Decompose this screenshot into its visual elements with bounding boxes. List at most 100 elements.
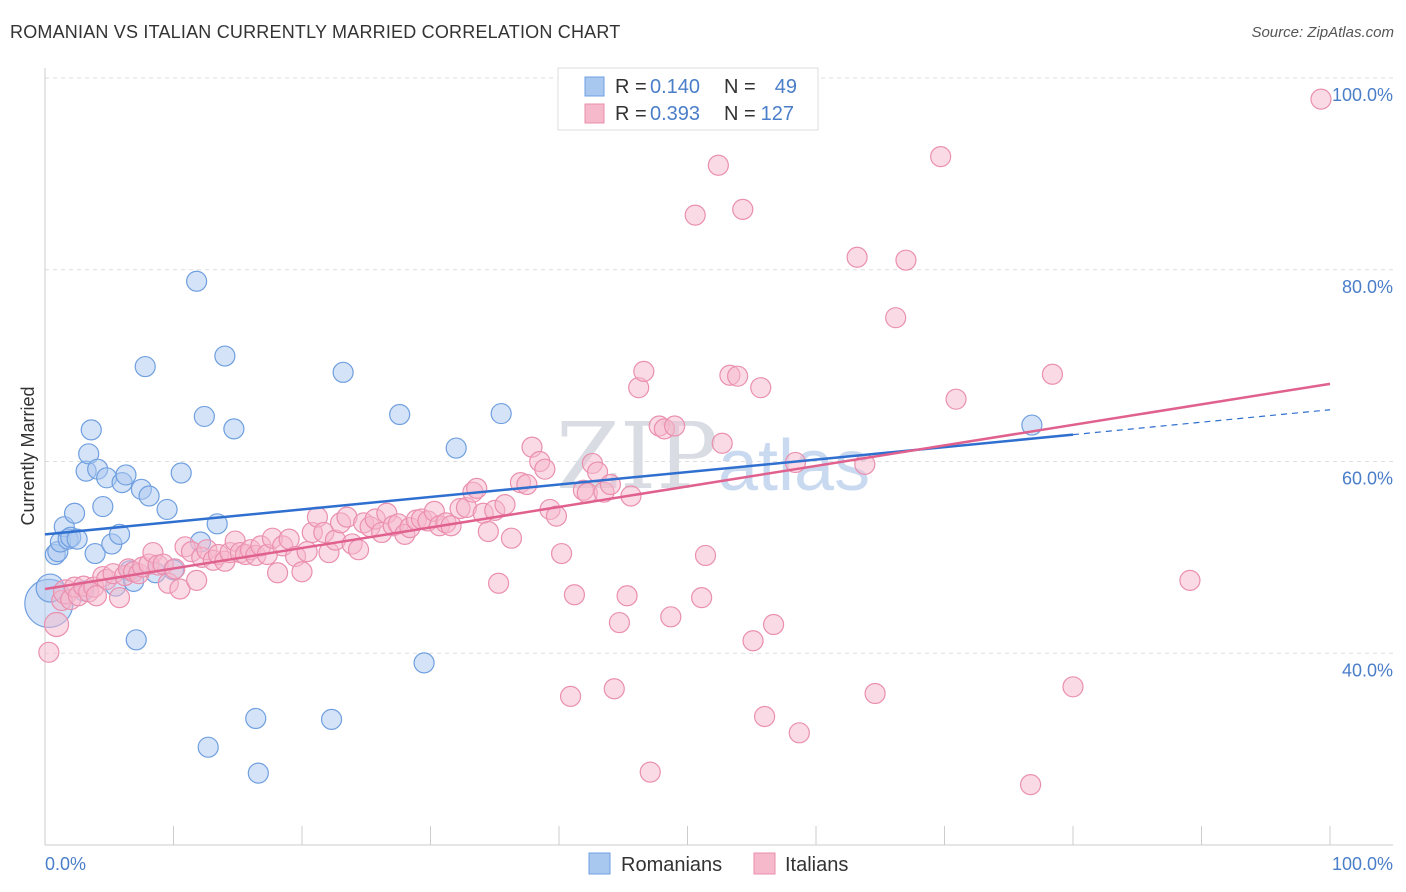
italian-point-58 xyxy=(347,539,370,561)
italian-point-128 xyxy=(864,682,886,705)
romanian-point-47 xyxy=(490,402,512,425)
x-ticks xyxy=(173,826,1331,845)
italian-point-103 xyxy=(616,585,638,607)
italian-point-131 xyxy=(930,146,952,168)
romanian-point-38 xyxy=(214,345,236,367)
legend-n-label-italians: N = xyxy=(724,103,756,125)
italian-point-119 xyxy=(732,198,754,220)
romanian-point-42 xyxy=(320,708,343,731)
italian-point-122 xyxy=(753,705,776,728)
bottom-legend-swatch-romanians xyxy=(588,852,611,875)
italian-point-82 xyxy=(488,572,510,594)
italian-point-0 xyxy=(38,641,60,663)
italian-point-114 xyxy=(694,544,717,567)
italian-point-107 xyxy=(639,761,661,783)
y-tick-label-40: 40.0% xyxy=(1342,660,1393,680)
romanian-point-32 xyxy=(170,462,192,484)
romanian-point-20 xyxy=(108,523,131,545)
italian-point-125 xyxy=(788,722,810,744)
y-tick-label-100: 100.0% xyxy=(1332,85,1393,105)
italian-point-44 xyxy=(266,562,289,584)
romanian-point-8 xyxy=(63,502,86,524)
romanians-points xyxy=(24,270,1043,784)
italian-point-130 xyxy=(895,249,917,271)
legend-r-value-romanians: 0.140 xyxy=(650,76,700,98)
italian-point-10 xyxy=(85,585,108,607)
axes xyxy=(44,68,1393,846)
bottom-legend-label-romanians: Romanians xyxy=(621,854,722,876)
romanian-point-16 xyxy=(92,495,114,518)
trend-lines xyxy=(44,382,1331,591)
legend-swatch-italians xyxy=(584,103,605,124)
italian-point-80 xyxy=(477,520,499,543)
romanian-point-33 xyxy=(186,270,208,292)
romanian-point-36 xyxy=(197,736,219,758)
italian-point-118 xyxy=(727,365,749,387)
italian-point-137 xyxy=(1310,88,1332,110)
romanian-point-28 xyxy=(138,485,160,507)
italian-point-115 xyxy=(707,154,729,176)
romanian-point-45 xyxy=(413,652,435,674)
italians-points xyxy=(38,88,1332,796)
romanian-point-41 xyxy=(247,762,269,784)
italian-point-136 xyxy=(1179,569,1201,591)
y-tick-label-60: 60.0% xyxy=(1342,469,1393,489)
italians-trend-line xyxy=(44,382,1331,591)
legend-n-label-romanians: N = xyxy=(724,76,756,98)
italian-point-93 xyxy=(559,685,582,707)
italian-point-116 xyxy=(711,432,733,454)
y-axis-title: Currently Married xyxy=(18,386,38,525)
chart-source: Source: ZipAtlas.com xyxy=(1251,24,1394,41)
legend-r-label-romanians: R = xyxy=(615,76,647,98)
romanian-point-22 xyxy=(115,464,137,486)
romanian-point-35 xyxy=(193,405,215,428)
grid-lines xyxy=(45,77,1393,654)
italian-point-132 xyxy=(945,388,967,410)
romanian-point-44 xyxy=(389,403,411,426)
italian-point-1 xyxy=(43,611,70,638)
italian-point-14 xyxy=(108,587,131,609)
bottom-legend-label-italians: Italians xyxy=(785,854,848,876)
romanian-point-9 xyxy=(66,528,88,550)
italian-point-110 xyxy=(660,606,682,628)
italian-point-120 xyxy=(742,630,764,652)
italian-point-100 xyxy=(599,473,622,496)
italian-point-98 xyxy=(586,461,609,483)
romanian-point-43 xyxy=(332,361,354,383)
italian-point-126 xyxy=(846,246,868,268)
italian-point-84 xyxy=(500,527,523,549)
italian-point-49 xyxy=(296,541,318,563)
x-tick-label-min: 0.0% xyxy=(45,854,86,874)
legend-r-label-italians: R = xyxy=(615,103,647,125)
italian-point-48 xyxy=(291,561,313,583)
italian-point-29 xyxy=(186,569,208,591)
romanian-point-40 xyxy=(245,707,267,730)
legend-n-value-italians: 127 xyxy=(761,103,794,125)
italian-point-89 xyxy=(534,458,556,480)
romanian-point-25 xyxy=(125,629,147,651)
series-legend: Romanians Italians xyxy=(588,852,848,876)
italian-point-106 xyxy=(633,360,655,382)
italian-point-121 xyxy=(750,377,772,399)
x-tick-label-max: 100.0% xyxy=(1332,854,1393,874)
italian-point-133 xyxy=(1019,773,1042,796)
legend-r-value-italians: 0.393 xyxy=(650,103,700,125)
romanian-point-13 xyxy=(80,419,102,441)
italian-point-129 xyxy=(885,307,907,329)
italian-point-94 xyxy=(563,584,586,606)
italian-point-134 xyxy=(1041,363,1064,385)
italian-point-26 xyxy=(169,578,191,600)
legend-swatch-romanians xyxy=(584,76,605,97)
romanians-trend-extension xyxy=(1072,409,1331,436)
romanian-point-14 xyxy=(84,542,106,565)
italian-point-112 xyxy=(684,204,706,226)
italian-point-113 xyxy=(691,587,713,609)
italian-point-78 xyxy=(466,477,488,499)
y-tick-label-80: 80.0% xyxy=(1342,277,1393,297)
italian-point-101 xyxy=(603,678,625,700)
romanian-point-39 xyxy=(223,418,245,440)
bottom-legend-swatch-italians xyxy=(753,852,776,875)
y-tick-labels: 40.0% 60.0% 80.0% 100.0% xyxy=(1332,85,1393,680)
italian-point-123 xyxy=(762,613,785,636)
